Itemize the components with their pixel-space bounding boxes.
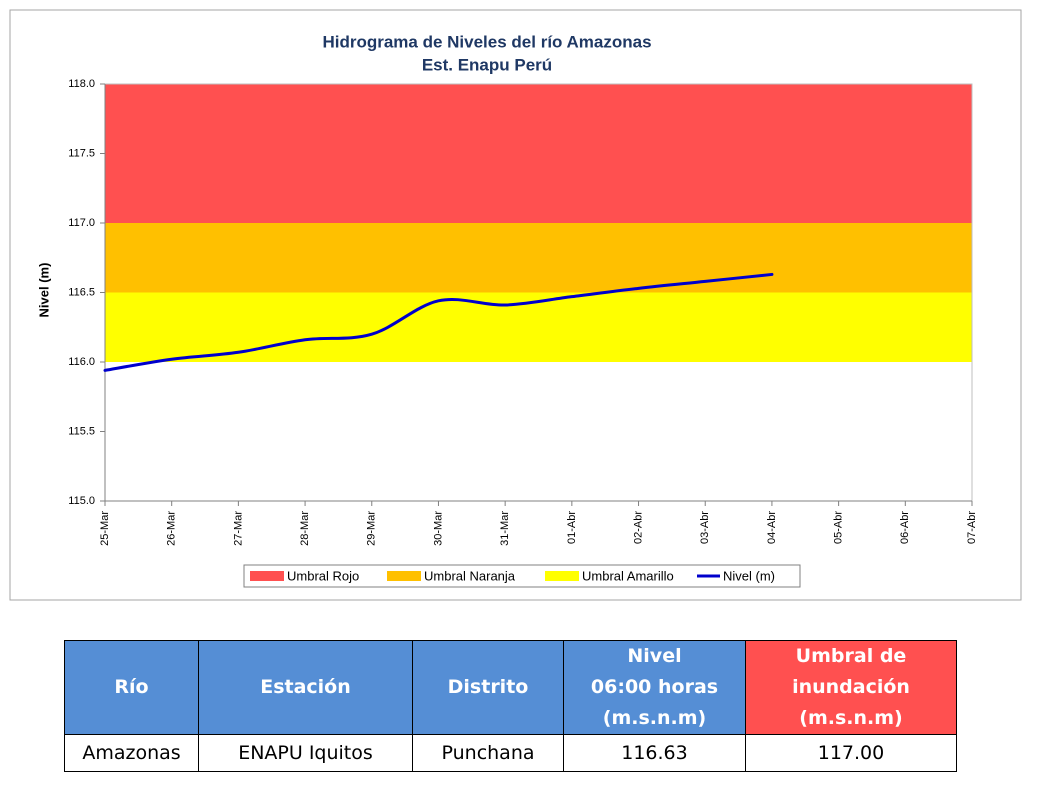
header-text: Nivel: [627, 645, 682, 667]
legend-swatch: [250, 571, 284, 581]
table-body: Amazonas ENAPU Iquitos Punchana 116.63 117.0…: [64, 734, 957, 772]
legend-swatch: [387, 571, 421, 581]
x-tick-label: 26-Mar: [166, 511, 178, 546]
legend-label: Nivel (m): [723, 568, 775, 583]
header-cell: Distrito: [412, 640, 564, 735]
header-text: inundación: [792, 676, 910, 698]
legend-label: Umbral Naranja: [424, 568, 516, 583]
x-tick-label: 01-Abr: [566, 511, 578, 544]
chart-subtitle: Est. Enapu Perú: [422, 55, 552, 74]
header-text: Distrito: [447, 676, 529, 698]
legend-box: [243, 564, 801, 588]
y-tick-label: 117.0: [68, 217, 95, 229]
x-tick-label: 03-Abr: [699, 511, 711, 544]
header-text: Umbral de: [795, 645, 907, 667]
x-tick-label: 29-Mar: [366, 511, 378, 546]
threshold-band: [105, 223, 972, 293]
legend-label: Umbral Amarillo: [582, 568, 674, 583]
header-row: Río Estación Distrito Nivel 06:00 horas (m.s.…: [64, 640, 957, 735]
table-cell: Amazonas: [64, 734, 199, 772]
x-tick-label: 07-Abr: [966, 511, 978, 544]
x-tick-label: 27-Mar: [232, 511, 244, 546]
x-tick-label: 30-Mar: [432, 511, 444, 546]
header-cell: Estación: [198, 640, 413, 735]
table-cell: Punchana: [412, 734, 564, 772]
y-tick-label: 116.5: [68, 286, 95, 298]
y-tick-label: 116.0: [68, 356, 95, 368]
header-text: Estación: [260, 676, 351, 698]
x-tick-label: 25-Mar: [99, 511, 111, 546]
table-cell: 117.00: [745, 734, 957, 772]
x-tick-label: 04-Abr: [766, 511, 778, 544]
x-tick-label: 05-Abr: [833, 511, 845, 544]
threshold-band: [105, 84, 972, 223]
header-text: (m.s.n.m): [602, 707, 707, 729]
table-cell: ENAPU Iquitos: [198, 734, 413, 772]
x-tick-label: 06-Abr: [899, 511, 911, 544]
header-cell: Umbral de inundación (m.s.n.m): [745, 640, 957, 735]
data-table: Río Estación Distrito Nivel 06:00 horas (m.s.…: [64, 640, 957, 772]
y-axis-label: Nivel (m): [36, 263, 51, 318]
x-tick-label: 31-Mar: [499, 511, 511, 546]
header-cell: Río: [64, 640, 199, 735]
chart: Hidrograma de Niveles del río Amazonas E…: [9, 9, 1022, 601]
header-text: (m.s.n.m): [799, 707, 903, 729]
header-cell: Nivel 06:00 horas (m.s.n.m): [563, 640, 746, 735]
table-cell: 116.63: [563, 734, 746, 772]
legend-swatch: [545, 571, 579, 581]
level-line: [103, 272, 774, 372]
chart-title: Hidrograma de Niveles del río Amazonas: [322, 32, 651, 51]
table-row: Amazonas ENAPU Iquitos Punchana 116.63 117.0…: [64, 734, 957, 772]
y-tick-label: 118.0: [68, 78, 95, 90]
y-tick-label: 117.5: [68, 147, 95, 159]
legend-label: Umbral Rojo: [287, 568, 359, 583]
y-tick-label: 115.5: [68, 425, 95, 437]
y-tick-label: 115.0: [68, 495, 95, 507]
header-text: 06:00 horas: [590, 676, 719, 698]
x-tick-label: 02-Abr: [632, 511, 644, 544]
x-tick-label: 28-Mar: [299, 511, 311, 546]
header-text: Río: [114, 676, 149, 698]
